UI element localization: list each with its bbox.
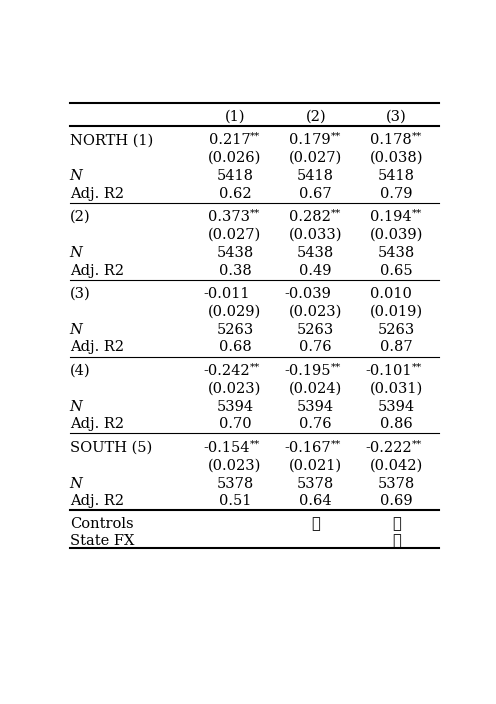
Text: 0.62: 0.62	[219, 187, 251, 201]
Text: 5438: 5438	[216, 246, 253, 260]
Text: 0.68: 0.68	[219, 341, 251, 354]
Text: 0.70: 0.70	[219, 417, 251, 432]
Text: N: N	[69, 400, 82, 414]
Text: **: **	[331, 439, 341, 448]
Text: NORTH (1): NORTH (1)	[69, 133, 153, 147]
Text: **: **	[250, 363, 260, 372]
Text: 0.49: 0.49	[300, 263, 332, 277]
Text: (0.042): (0.042)	[370, 458, 423, 472]
Text: -0.242: -0.242	[204, 364, 250, 378]
Text: N: N	[69, 246, 82, 260]
Text: 0.76: 0.76	[300, 417, 332, 432]
Text: (0.038): (0.038)	[370, 151, 423, 165]
Text: 0.179: 0.179	[290, 133, 331, 147]
Text: N: N	[69, 477, 82, 491]
Text: (0.027): (0.027)	[289, 151, 342, 165]
Text: (2): (2)	[69, 210, 90, 224]
Text: 5263: 5263	[378, 323, 415, 337]
Text: **: **	[250, 132, 260, 141]
Text: -0.195: -0.195	[285, 364, 331, 378]
Text: 5378: 5378	[297, 477, 334, 491]
Text: 0.65: 0.65	[380, 263, 413, 277]
Text: 5263: 5263	[297, 323, 334, 337]
Text: **: **	[331, 363, 341, 372]
Text: (0.026): (0.026)	[208, 151, 262, 165]
Text: **: **	[412, 363, 422, 372]
Text: Adj. R2: Adj. R2	[69, 341, 124, 354]
Text: 5418: 5418	[216, 169, 253, 183]
Text: (0.027): (0.027)	[208, 228, 261, 242]
Text: (0.029): (0.029)	[208, 305, 261, 319]
Text: ✓: ✓	[392, 517, 401, 531]
Text: 5263: 5263	[216, 323, 253, 337]
Text: 0.282: 0.282	[289, 210, 331, 224]
Text: (0.021): (0.021)	[289, 458, 342, 472]
Text: State FX: State FX	[69, 534, 134, 548]
Text: -0.154: -0.154	[204, 441, 250, 455]
Text: -0.101: -0.101	[365, 364, 412, 378]
Text: -0.167: -0.167	[284, 441, 331, 455]
Text: 5378: 5378	[216, 477, 253, 491]
Text: -0.011: -0.011	[204, 287, 250, 301]
Text: 0.67: 0.67	[300, 187, 332, 201]
Text: Adj. R2: Adj. R2	[69, 187, 124, 201]
Text: 0.373: 0.373	[208, 210, 250, 224]
Text: (2): (2)	[306, 109, 326, 123]
Text: 0.38: 0.38	[219, 263, 251, 277]
Text: (3): (3)	[69, 287, 90, 301]
Text: Controls: Controls	[69, 517, 133, 531]
Text: 0.178: 0.178	[370, 133, 412, 147]
Text: Adj. R2: Adj. R2	[69, 494, 124, 508]
Text: (0.023): (0.023)	[289, 305, 342, 319]
Text: Adj. R2: Adj. R2	[69, 417, 124, 432]
Text: (0.033): (0.033)	[289, 228, 342, 242]
Text: (0.023): (0.023)	[208, 382, 262, 396]
Text: 0.64: 0.64	[300, 494, 332, 508]
Text: 0.217: 0.217	[209, 133, 250, 147]
Text: (0.039): (0.039)	[370, 228, 423, 242]
Text: **: **	[331, 209, 341, 218]
Text: N: N	[69, 323, 82, 337]
Text: 0.194: 0.194	[370, 210, 412, 224]
Text: -0.039: -0.039	[284, 287, 331, 301]
Text: Adj. R2: Adj. R2	[69, 263, 124, 277]
Text: 5394: 5394	[216, 400, 253, 414]
Text: ✓: ✓	[311, 517, 320, 531]
Text: **: **	[412, 132, 422, 141]
Text: 0.86: 0.86	[380, 417, 413, 432]
Text: **: **	[412, 209, 422, 218]
Text: (0.024): (0.024)	[289, 382, 342, 396]
Text: (3): (3)	[386, 109, 407, 123]
Text: **: **	[250, 439, 260, 448]
Text: (0.019): (0.019)	[370, 305, 423, 319]
Text: (0.031): (0.031)	[370, 382, 423, 396]
Text: 0.87: 0.87	[380, 341, 413, 354]
Text: 0.79: 0.79	[380, 187, 413, 201]
Text: (1): (1)	[225, 109, 245, 123]
Text: (4): (4)	[69, 364, 90, 378]
Text: 5438: 5438	[297, 246, 334, 260]
Text: SOUTH (5): SOUTH (5)	[69, 441, 152, 455]
Text: **: **	[412, 439, 422, 448]
Text: -0.222: -0.222	[365, 441, 412, 455]
Text: **: **	[331, 132, 341, 141]
Text: 0.010: 0.010	[370, 287, 412, 301]
Text: 5394: 5394	[378, 400, 415, 414]
Text: 5418: 5418	[378, 169, 415, 183]
Text: ✓: ✓	[392, 534, 401, 548]
Text: **: **	[250, 209, 260, 218]
Text: 5418: 5418	[297, 169, 334, 183]
Text: 5378: 5378	[378, 477, 415, 491]
Text: 5394: 5394	[297, 400, 334, 414]
Text: (0.023): (0.023)	[208, 458, 262, 472]
Text: 0.76: 0.76	[300, 341, 332, 354]
Text: 0.69: 0.69	[380, 494, 413, 508]
Text: N: N	[69, 169, 82, 183]
Text: 5438: 5438	[378, 246, 415, 260]
Text: 0.51: 0.51	[219, 494, 251, 508]
